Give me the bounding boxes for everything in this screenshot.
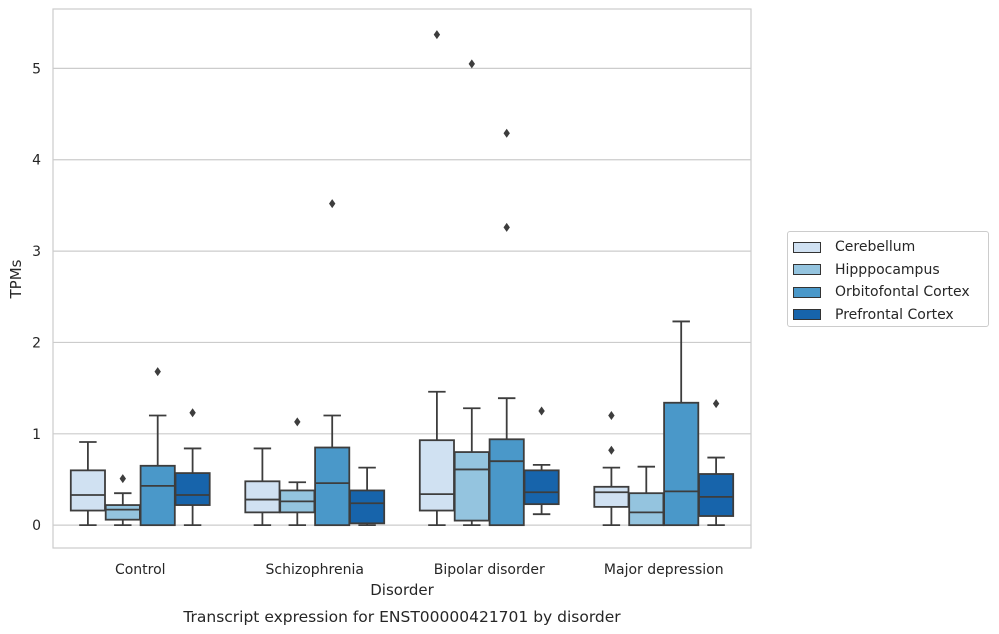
box-cerebellum-schizophrenia [244, 447, 281, 527]
y-axis-label: TPMs [7, 259, 25, 299]
y-axis-ticks: 0 1 2 3 4 5 [32, 61, 41, 534]
box-body [69, 469, 106, 512]
outlier-point [608, 411, 615, 421]
x-axis-label: Disorder [370, 581, 434, 599]
box-orbitofontal-cortex-bipolar-disorder [488, 128, 525, 527]
box-body [663, 401, 700, 527]
legend-item-orbitofrontal-cortex: Orbitofontal Cortex [793, 281, 988, 304]
box-body [314, 446, 351, 527]
legend-label-cerebellum: Cerebellum [835, 239, 916, 256]
y-tick-label: 5 [32, 61, 41, 77]
box-prefrontal-cortex-schizophrenia [349, 466, 386, 527]
y-tick-label: 0 [32, 518, 41, 534]
box-orbitofontal-cortex-major-depression [663, 320, 700, 527]
box-cerebellum-control [69, 441, 106, 527]
legend-label-prefrontal-cortex: Prefrontal Cortex [835, 306, 954, 323]
legend-item-prefrontal-cortex: Prefrontal Cortex [793, 304, 988, 327]
x-axis-ticks: Control Schizophrenia Bipolar disorder Majo… [115, 562, 724, 578]
legend-item-hippocampus: Hipppocampus [793, 259, 988, 282]
box-body [174, 472, 211, 506]
box-body [593, 485, 630, 508]
box-cerebellum-bipolar-disorder [418, 30, 455, 527]
x-tick-label: Bipolar disorder [434, 562, 545, 578]
box-orbitofontal-cortex-schizophrenia [314, 199, 351, 527]
outlier-point [503, 128, 510, 138]
box-prefrontal-cortex-bipolar-disorder [523, 406, 560, 516]
y-tick-label: 1 [32, 427, 41, 443]
outlier-point [119, 474, 126, 484]
box-prefrontal-cortex-control [174, 408, 211, 527]
box-prefrontal-cortex-major-depression [698, 399, 735, 527]
y-tick-label: 3 [32, 244, 41, 260]
legend-swatch-orbitofrontal-cortex [793, 286, 821, 298]
outlier-point [433, 30, 441, 40]
box-cerebellum-major-depression [593, 411, 630, 527]
outlier-point [503, 222, 510, 232]
box-orbitofontal-cortex-control [139, 367, 176, 527]
outlier-point [712, 399, 720, 409]
plot-area-frame [52, 8, 752, 549]
box-plots [69, 30, 735, 527]
box-body [628, 492, 665, 527]
box-body [698, 473, 735, 517]
outlier-point [538, 406, 545, 416]
box-body [139, 464, 176, 527]
box-body [418, 439, 455, 512]
outlier-point [294, 417, 301, 427]
box-body [349, 489, 386, 525]
legend-label-hippocampus: Hipppocampus [835, 261, 940, 278]
legend-item-cerebellum: Cerebellum [793, 236, 988, 259]
x-tick-label: Control [115, 562, 166, 578]
chart-title: Transcript expression for ENST0000042170… [182, 608, 621, 626]
legend-swatch-cerebellum [793, 241, 821, 253]
box-hipppocampus-schizophrenia [279, 417, 316, 527]
box-body [523, 469, 560, 506]
legend-label-orbitofrontal-cortex: Orbitofontal Cortex [835, 284, 970, 301]
outlier-point [189, 408, 196, 418]
x-tick-label: Schizophrenia [266, 562, 364, 578]
outlier-point [468, 59, 475, 69]
outlier-point [329, 199, 336, 209]
box-body [488, 438, 525, 527]
outlier-point [608, 445, 615, 455]
legend-swatch-hippocampus [793, 264, 821, 276]
y-tick-label: 2 [32, 335, 41, 351]
legend: Cerebellum Hipppocampus Orbitofontal Cor… [787, 231, 989, 327]
y-tick-label: 4 [32, 153, 41, 169]
box-body [104, 504, 141, 521]
legend-swatch-prefrontal-cortex [793, 309, 821, 321]
outlier-point [154, 367, 161, 377]
box-hipppocampus-bipolar-disorder [453, 59, 490, 527]
box-body [244, 480, 281, 514]
box-body [453, 451, 490, 522]
x-tick-label: Major depression [604, 562, 724, 578]
